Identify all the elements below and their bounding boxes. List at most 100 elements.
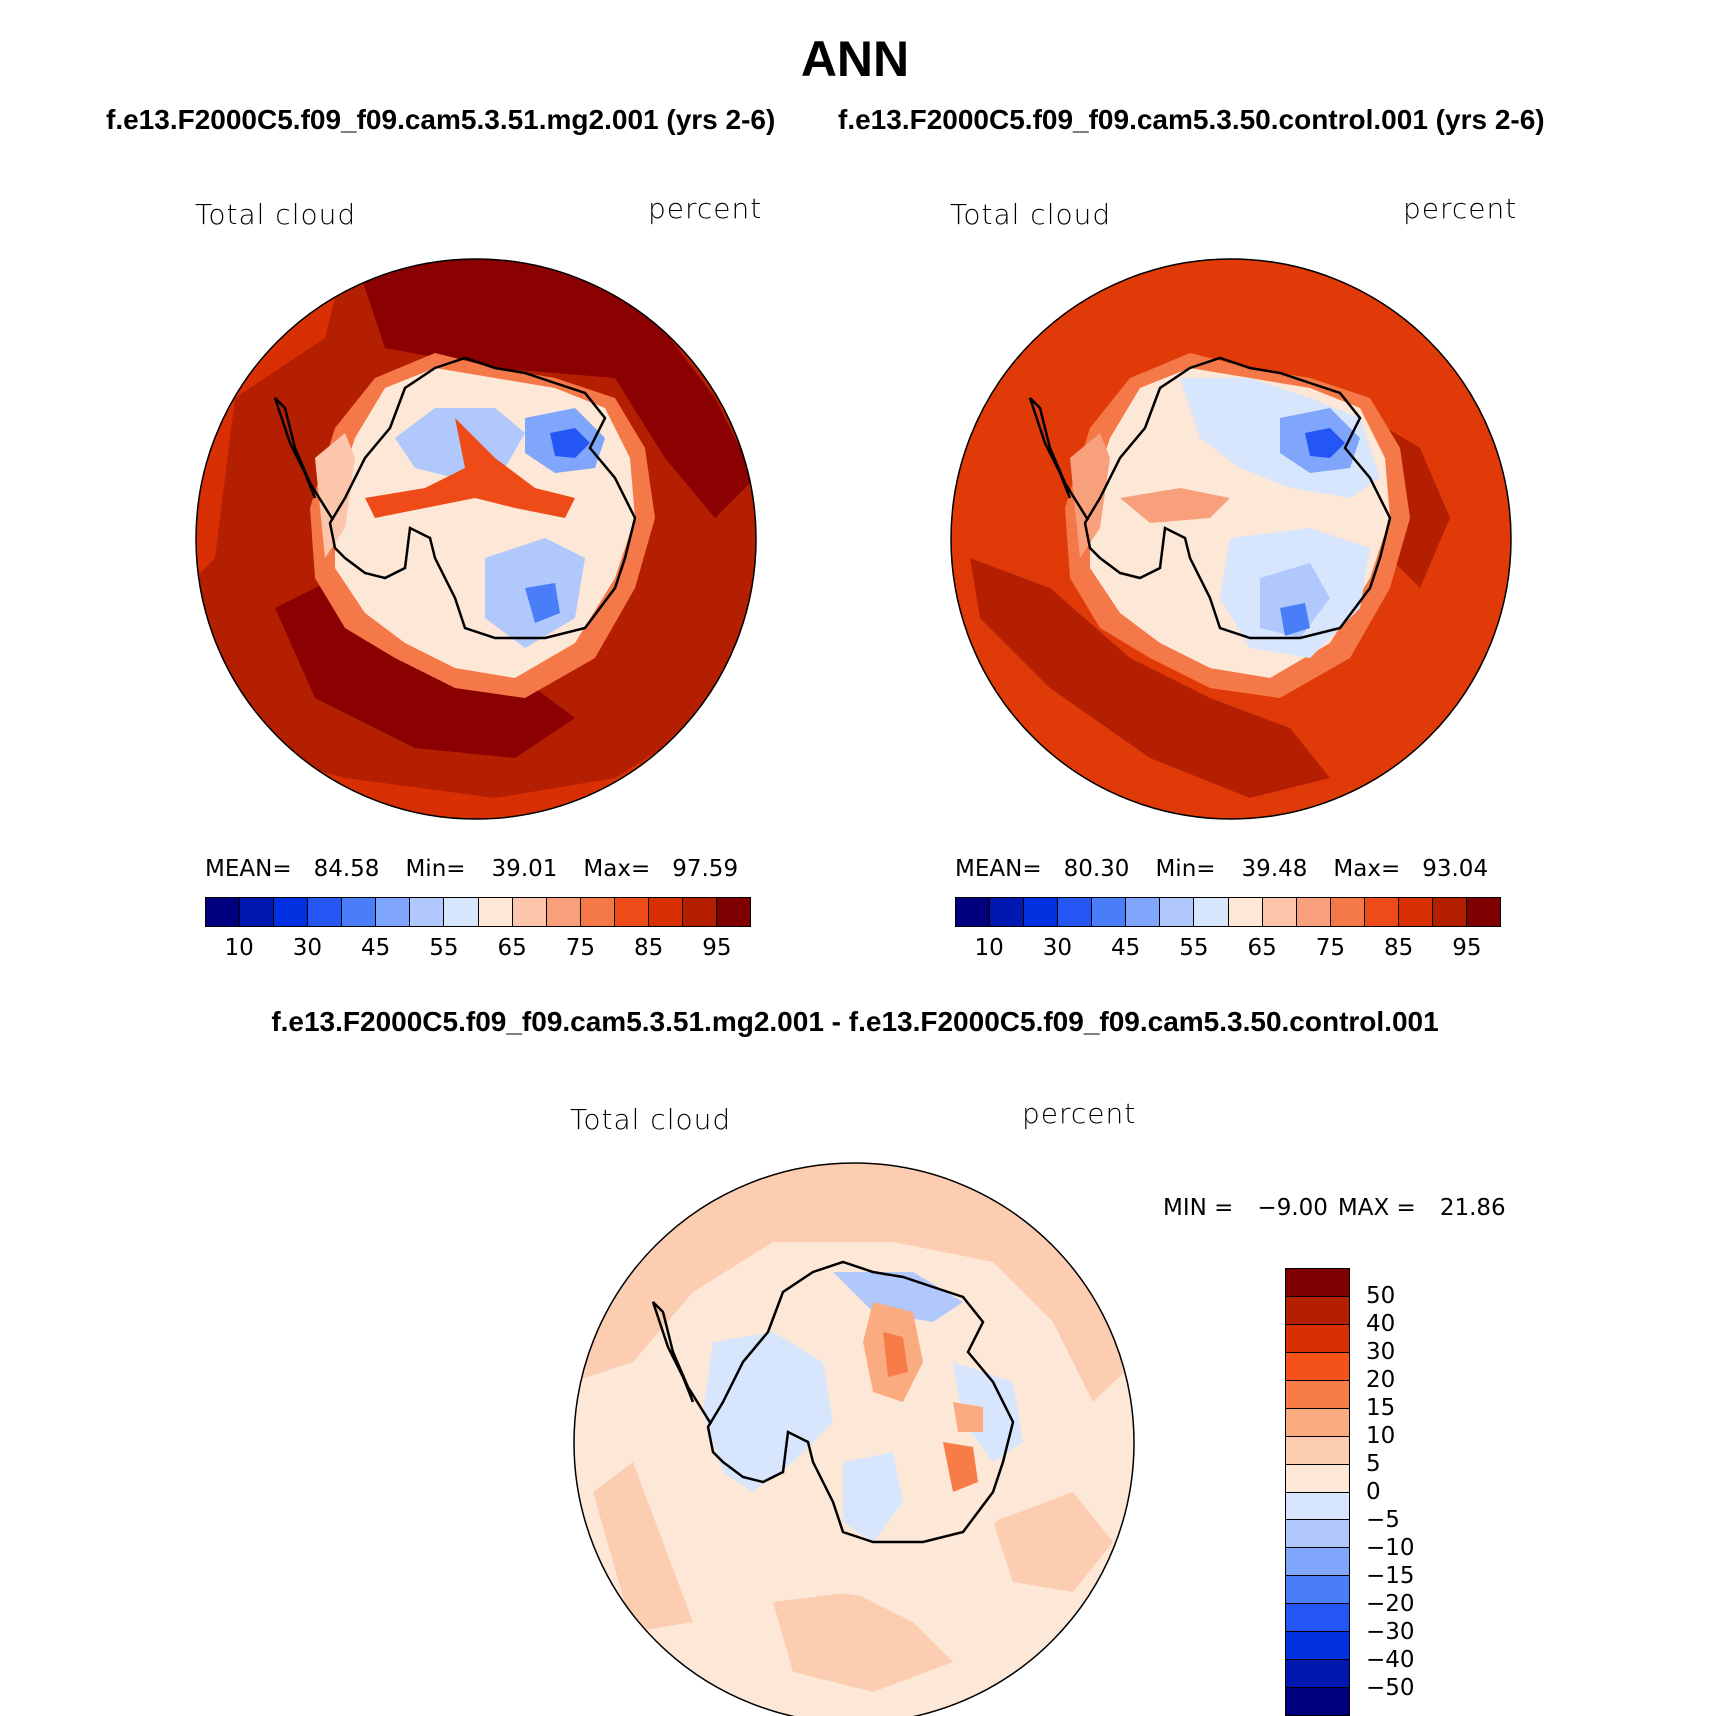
colorbar-swatch bbox=[240, 898, 275, 926]
colorbar-tick-label: −40 bbox=[1366, 1647, 1415, 1673]
colorbar-tick-label: 40 bbox=[1366, 1311, 1396, 1337]
colorbar-swatch bbox=[682, 898, 717, 926]
colorbar-swatch bbox=[1466, 898, 1500, 926]
colorbar-swatch bbox=[1126, 898, 1161, 926]
colorbar-swatch bbox=[342, 898, 377, 926]
colorbar-swatch bbox=[990, 898, 1025, 926]
colorbar-tick-label: 85 bbox=[633, 935, 664, 961]
left-units-label: percent bbox=[648, 192, 763, 225]
left-colorbar-ticks: 10 30 45 55 65 75 85 95 bbox=[205, 935, 751, 965]
colorbar-tick-label: 15 bbox=[1366, 1395, 1396, 1421]
colorbar-swatch bbox=[580, 898, 615, 926]
right-units-label: percent bbox=[1403, 192, 1518, 225]
colorbar-swatch bbox=[444, 898, 479, 926]
left-polar-map bbox=[195, 258, 757, 820]
case-right-title: f.e13.F2000C5.f09_f09.cam5.3.50.control.… bbox=[838, 104, 1545, 135]
colorbar-swatch bbox=[274, 898, 309, 926]
colorbar-swatch bbox=[1286, 1548, 1349, 1577]
colorbar-tick-label: −5 bbox=[1366, 1507, 1400, 1533]
colorbar-swatch bbox=[1286, 1660, 1349, 1689]
colorbar-swatch bbox=[1024, 898, 1059, 926]
colorbar-swatch bbox=[1058, 898, 1093, 926]
colorbar-swatch bbox=[1286, 1408, 1349, 1437]
diff-title: f.e13.F2000C5.f09_f09.cam5.3.51.mg2.001 … bbox=[271, 1006, 1439, 1037]
colorbar-swatch bbox=[1432, 898, 1467, 926]
colorbar-tick-label: 55 bbox=[1179, 935, 1209, 961]
diff-stats: MIN = −9.00 MAX = 21.86 bbox=[1163, 1195, 1506, 1221]
colorbar-tick-label: 50 bbox=[1366, 1283, 1396, 1309]
colorbar-swatch bbox=[716, 898, 750, 926]
colorbar-tick-label: 75 bbox=[1315, 935, 1346, 961]
colorbar-swatch bbox=[1286, 1324, 1349, 1353]
colorbar-swatch bbox=[1286, 1604, 1349, 1633]
colorbar-tick-label: −10 bbox=[1366, 1535, 1415, 1561]
colorbar-tick-label: 65 bbox=[497, 935, 527, 961]
colorbar-swatch bbox=[410, 898, 445, 926]
colorbar-swatch bbox=[1398, 898, 1433, 926]
colorbar-swatch bbox=[956, 898, 991, 926]
colorbar-tick-label: 5 bbox=[1366, 1451, 1381, 1477]
right-colorbar bbox=[955, 897, 1501, 927]
colorbar-swatch bbox=[1286, 1632, 1349, 1661]
colorbar-swatch bbox=[376, 898, 411, 926]
diff-polar-map bbox=[573, 1162, 1135, 1716]
colorbar-tick-label: 45 bbox=[1110, 935, 1141, 961]
diff-units-label: percent bbox=[1022, 1097, 1137, 1130]
colorbar-swatch bbox=[614, 898, 649, 926]
colorbar-tick-label: 45 bbox=[360, 935, 391, 961]
colorbar-swatch bbox=[1228, 898, 1263, 926]
case-left-title: f.e13.F2000C5.f09_f09.cam5.3.51.mg2.001 … bbox=[106, 104, 776, 135]
colorbar-swatch bbox=[1286, 1380, 1349, 1409]
right-polar-map bbox=[950, 258, 1512, 820]
left-variable-label: Total cloud bbox=[195, 198, 357, 231]
colorbar-swatch bbox=[1286, 1296, 1349, 1325]
colorbar-tick-label: 95 bbox=[1452, 935, 1482, 961]
colorbar-tick-label: 30 bbox=[1366, 1339, 1396, 1365]
colorbar-swatch bbox=[206, 898, 241, 926]
colorbar-tick-label: −30 bbox=[1366, 1619, 1415, 1645]
colorbar-tick-label: 30 bbox=[292, 935, 323, 961]
colorbar-swatch bbox=[1286, 1464, 1349, 1493]
colorbar-swatch bbox=[1330, 898, 1365, 926]
colorbar-tick-label: 95 bbox=[702, 935, 732, 961]
colorbar-tick-label: 10 bbox=[1366, 1423, 1396, 1449]
colorbar-tick-label: 75 bbox=[565, 935, 596, 961]
colorbar-tick-label: 0 bbox=[1366, 1479, 1381, 1505]
colorbar-tick-label: 30 bbox=[1042, 935, 1073, 961]
colorbar-tick-label: 65 bbox=[1247, 935, 1277, 961]
colorbar-swatch bbox=[1286, 1492, 1349, 1521]
colorbar-swatch bbox=[1364, 898, 1399, 926]
colorbar-swatch bbox=[1286, 1352, 1349, 1381]
page-title: ANN bbox=[800, 31, 910, 87]
colorbar-tick-label: 10 bbox=[974, 935, 1004, 961]
colorbar-tick-label: −50 bbox=[1366, 1675, 1415, 1701]
diff-variable-label: Total cloud bbox=[570, 1103, 732, 1136]
colorbar-swatch bbox=[1286, 1520, 1349, 1549]
right-colorbar-ticks: 10 30 45 55 65 75 85 95 bbox=[955, 935, 1501, 965]
colorbar-swatch bbox=[546, 898, 581, 926]
colorbar-swatch bbox=[648, 898, 683, 926]
left-stats: MEAN= 84.58 Min= 39.01 Max= 97.59 bbox=[205, 856, 739, 882]
colorbar-swatch bbox=[1262, 898, 1297, 926]
colorbar-tick-label: 10 bbox=[224, 935, 254, 961]
colorbar-tick-label: 55 bbox=[429, 935, 459, 961]
colorbar-swatch bbox=[1286, 1688, 1349, 1715]
colorbar-swatch bbox=[1092, 898, 1127, 926]
colorbar-swatch bbox=[1286, 1436, 1349, 1465]
colorbar-swatch bbox=[1296, 898, 1331, 926]
colorbar-tick-label: −20 bbox=[1366, 1591, 1415, 1617]
colorbar-swatch bbox=[1160, 898, 1195, 926]
colorbar-tick-label: 85 bbox=[1383, 935, 1414, 961]
right-stats: MEAN= 80.30 Min= 39.48 Max= 93.04 bbox=[955, 856, 1489, 882]
colorbar-swatch bbox=[478, 898, 513, 926]
diff-colorbar bbox=[1285, 1268, 1350, 1716]
right-variable-label: Total cloud bbox=[950, 198, 1112, 231]
colorbar-tick-label: 20 bbox=[1366, 1367, 1396, 1393]
left-colorbar bbox=[205, 897, 751, 927]
colorbar-tick-label: −15 bbox=[1366, 1563, 1415, 1589]
colorbar-swatch bbox=[1286, 1269, 1349, 1297]
diff-colorbar-ticks: 50 40 30 20 15 10 5 0 −5 −10 −15 −20 −30 −40 −50 bbox=[1366, 1268, 1466, 1716]
colorbar-swatch bbox=[512, 898, 547, 926]
colorbar-swatch bbox=[308, 898, 343, 926]
colorbar-swatch bbox=[1286, 1576, 1349, 1605]
